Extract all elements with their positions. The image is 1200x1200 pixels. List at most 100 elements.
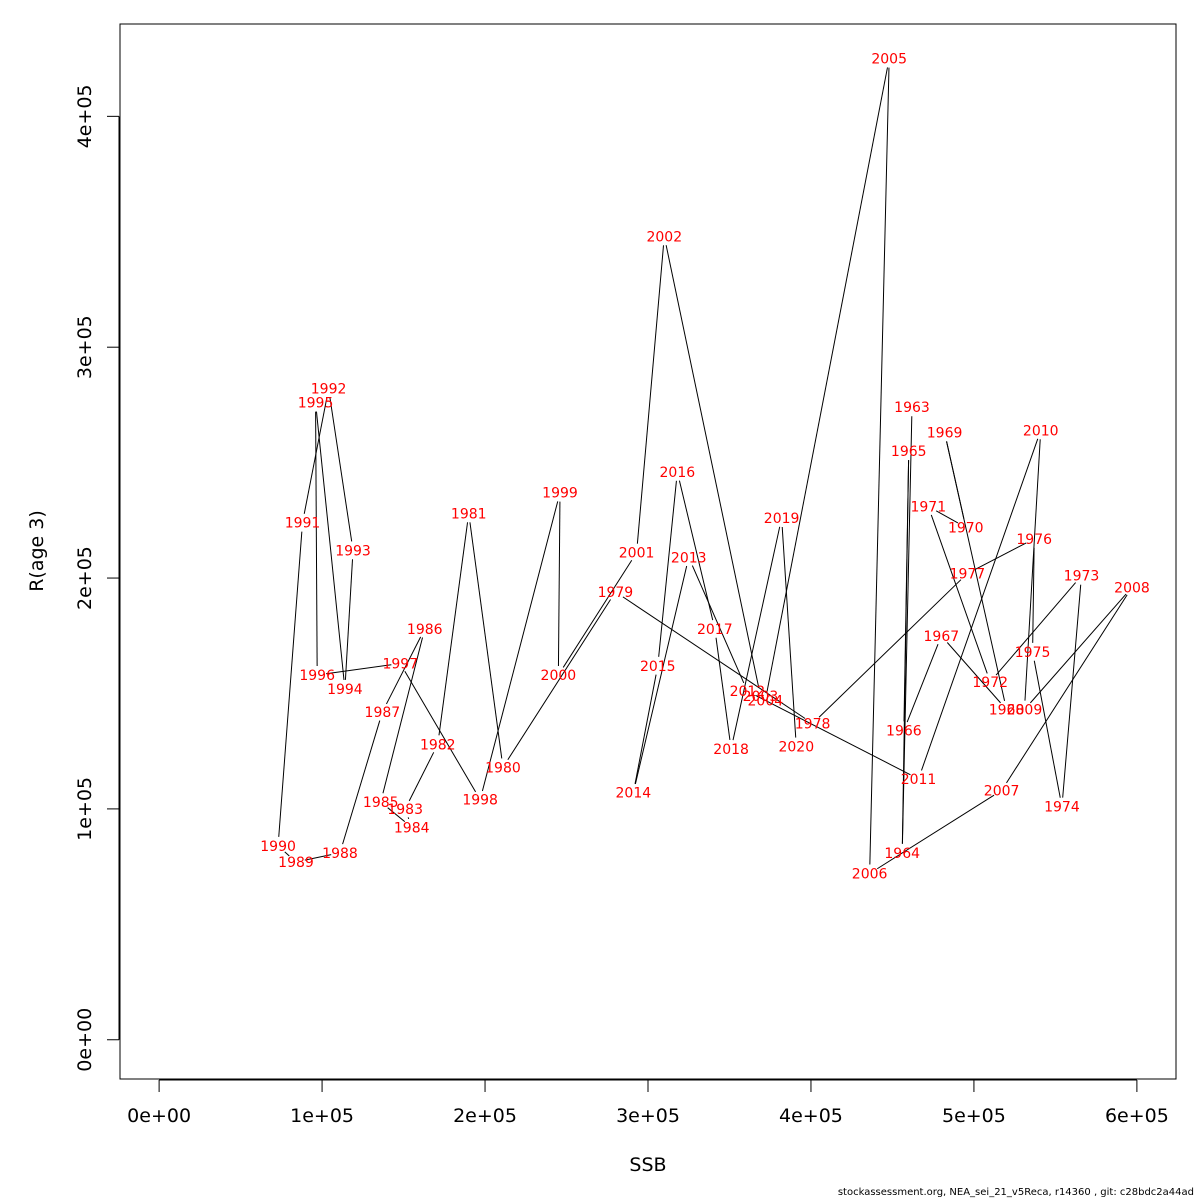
- series-segment: [329, 397, 353, 542]
- series-segment: [507, 599, 611, 761]
- series-segment: [732, 526, 781, 741]
- series-segment: [1006, 594, 1128, 784]
- y-tick-label: 1e+05: [74, 777, 96, 841]
- y-tick-label: 2e+05: [74, 546, 96, 610]
- series-segment: [678, 480, 714, 621]
- point-label: 1966: [886, 723, 922, 739]
- series-segment: [622, 596, 806, 719]
- plot-frame: [119, 23, 1177, 1080]
- point-label: 1976: [1016, 532, 1052, 548]
- point-label: 2002: [646, 229, 682, 245]
- point-label: 1981: [451, 506, 487, 522]
- point-label: 1975: [1015, 645, 1051, 661]
- series-segment: [995, 582, 1076, 676]
- series-segment: [1033, 660, 1061, 798]
- series-segment: [903, 460, 910, 722]
- series-segment: [818, 579, 962, 718]
- series-segment: [755, 694, 911, 776]
- series-segment: [975, 542, 1027, 570]
- point-label: 1977: [950, 566, 986, 582]
- point-label: 1963: [894, 400, 930, 416]
- series-segment: [386, 636, 422, 705]
- series-segment: [946, 441, 965, 519]
- point-label: 1970: [948, 520, 984, 536]
- point-label: 1972: [972, 675, 1008, 691]
- point-label: 2008: [1114, 580, 1150, 596]
- series-segment: [906, 643, 939, 723]
- point-label: 1969: [927, 426, 963, 442]
- series-segment: [481, 501, 559, 792]
- series-segment: [438, 522, 469, 736]
- point-label: 2011: [901, 772, 937, 788]
- point-label: 2010: [1023, 423, 1059, 439]
- point-label: 1990: [260, 839, 296, 855]
- series-segment: [315, 411, 345, 680]
- point-label: 1989: [278, 855, 314, 871]
- point-label: 2020: [778, 740, 814, 756]
- series-segment: [404, 670, 477, 793]
- point-label: 1982: [420, 737, 456, 753]
- series-segment: [562, 559, 633, 668]
- point-label: 2005: [871, 52, 907, 68]
- x-tick-label: 6e+05: [1105, 1105, 1169, 1127]
- series-segment: [921, 438, 1039, 771]
- x-tick-label: 4e+05: [779, 1105, 843, 1127]
- series-segment: [691, 565, 745, 684]
- series-segment: [636, 245, 665, 544]
- series-segment: [935, 510, 959, 524]
- point-label: 1997: [382, 656, 418, 672]
- series-segment: [315, 411, 318, 667]
- series-segment: [382, 637, 424, 794]
- series-segment: [1032, 547, 1035, 643]
- y-tick-label: 0e+00: [74, 1008, 96, 1072]
- series-segment: [342, 720, 381, 845]
- point-label: 1973: [1064, 569, 1100, 585]
- point-label: 1983: [387, 802, 423, 818]
- point-label: 2014: [616, 786, 652, 802]
- x-tick-label: 2e+05: [453, 1105, 517, 1127]
- series-segment: [634, 674, 657, 784]
- x-tick-label: 5e+05: [942, 1105, 1006, 1127]
- series-segment: [344, 559, 354, 680]
- series-segment: [284, 851, 290, 857]
- series-segment: [930, 514, 988, 674]
- point-label: 2009: [1007, 703, 1043, 719]
- point-label: 1968: [989, 703, 1025, 719]
- point-label: 1998: [462, 793, 498, 809]
- point-label: 1979: [598, 585, 634, 601]
- series-segment: [1030, 593, 1127, 704]
- point-label: 2006: [852, 867, 888, 883]
- series-segment: [946, 642, 1001, 704]
- series-segment: [1024, 439, 1041, 701]
- point-label: 1971: [910, 499, 946, 515]
- point-label: 1986: [407, 622, 443, 638]
- point-label: 2007: [984, 783, 1020, 799]
- point-label: 1995: [298, 396, 334, 412]
- point-label: 2016: [660, 465, 696, 481]
- series-segment: [278, 531, 303, 837]
- series-segment: [715, 637, 731, 741]
- point-label: 1964: [884, 846, 920, 862]
- point-label: 2019: [764, 511, 800, 527]
- y-axis-title: R(age 3): [26, 510, 48, 592]
- point-label: 2000: [541, 668, 577, 684]
- point-label: 1967: [924, 629, 960, 645]
- point-label: 2003: [743, 689, 779, 705]
- point-label: 1993: [335, 543, 371, 559]
- point-label: 1987: [365, 705, 401, 721]
- series-line: [278, 67, 1128, 870]
- x-tick-label: 0e+00: [127, 1105, 191, 1127]
- series-segment: [658, 480, 677, 657]
- point-label: 2004: [748, 693, 784, 709]
- series-segment: [408, 752, 435, 802]
- point-label: 2017: [697, 622, 733, 638]
- point-label: 1994: [327, 682, 363, 698]
- x-tick-label: 1e+05: [290, 1105, 354, 1127]
- point-label: 2015: [640, 659, 676, 675]
- point-label: 2013: [671, 550, 707, 566]
- series-segment: [876, 794, 995, 870]
- point-label: 1999: [542, 486, 578, 502]
- series-segment: [634, 565, 688, 785]
